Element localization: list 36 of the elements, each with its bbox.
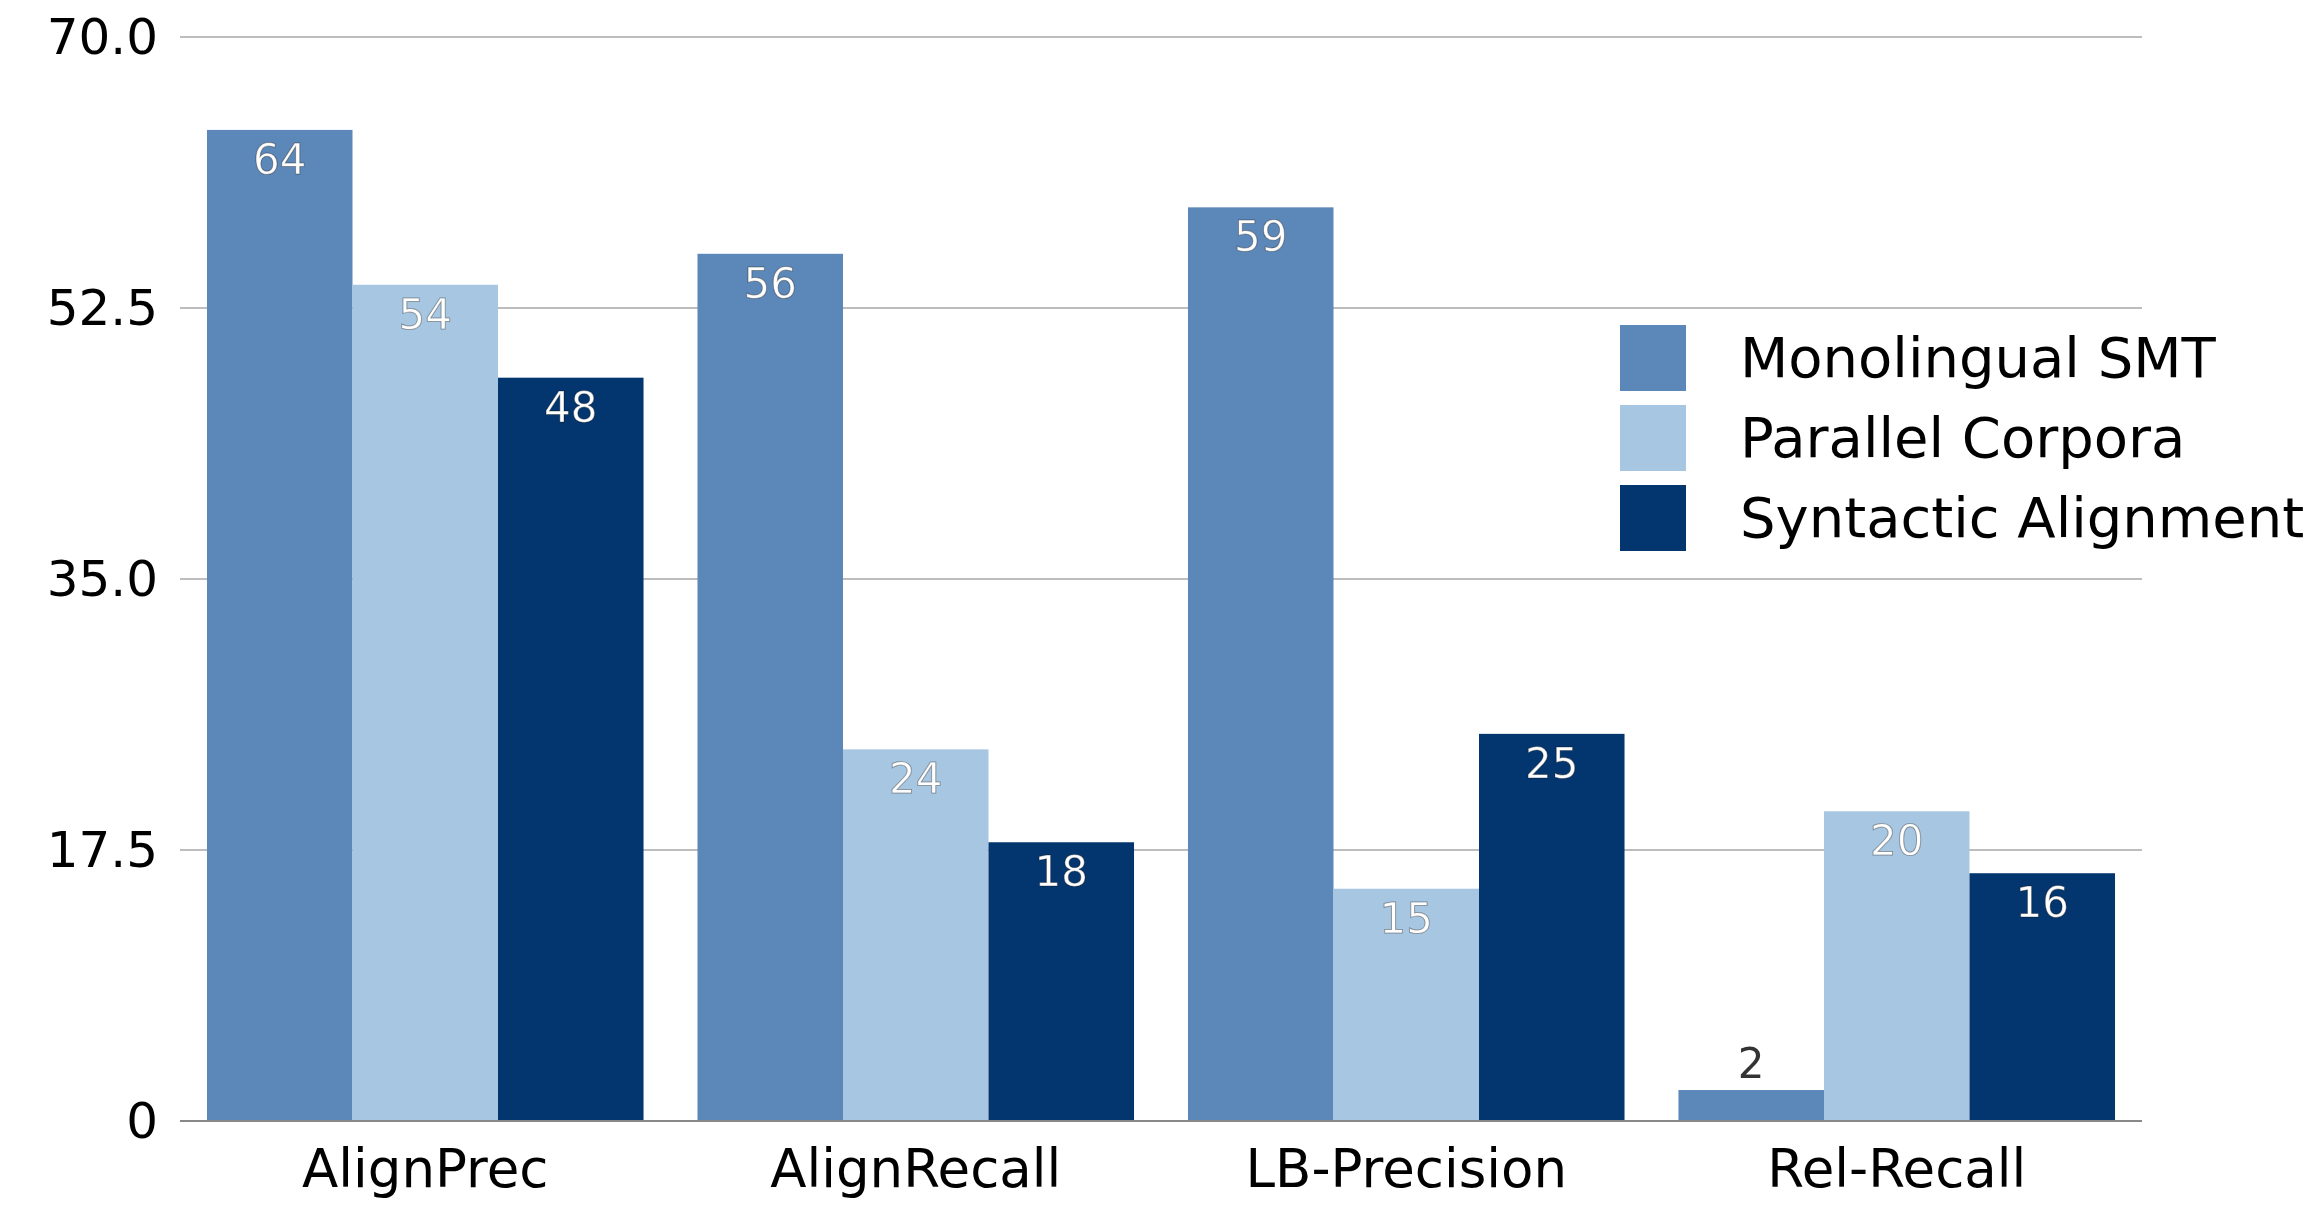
legend-label: Monolingual SMT	[1740, 325, 2217, 390]
legend-label: Parallel Corpora	[1740, 405, 2186, 470]
data-label: 54	[398, 289, 452, 339]
data-label: 2	[1737, 1039, 1765, 1089]
data-label: 56	[743, 258, 797, 308]
bar	[1479, 733, 1625, 1121]
bar	[697, 253, 843, 1121]
bar	[842, 749, 989, 1121]
legend-label: Syntactic Alignment	[1740, 485, 2305, 550]
x-tick-label: AlignPrec	[302, 1137, 549, 1199]
data-label: 24	[889, 754, 943, 804]
y-tick-label: 70.0	[46, 7, 158, 66]
bar	[352, 284, 499, 1121]
y-tick-label: 17.5	[46, 820, 158, 879]
bar	[498, 377, 644, 1121]
data-label: 15	[1379, 893, 1433, 943]
data-label: 25	[1525, 738, 1579, 788]
y-tick-label: 52.5	[46, 278, 158, 337]
bar	[1678, 1090, 1824, 1121]
bar	[1187, 207, 1334, 1121]
bar	[1969, 873, 2116, 1121]
bar	[1823, 811, 1970, 1121]
x-tick-label: LB-Precision	[1245, 1137, 1567, 1199]
bar	[1333, 888, 1480, 1121]
bar	[988, 842, 1135, 1121]
data-label: 64	[253, 134, 307, 184]
data-label: 20	[1870, 816, 1924, 866]
x-tick-label: AlignRecall	[770, 1137, 1062, 1199]
y-tick-label: 0	[126, 1091, 158, 1150]
x-tick-label: Rel-Recall	[1767, 1137, 2027, 1199]
data-label: 48	[544, 382, 598, 432]
bar	[206, 129, 353, 1121]
y-tick-label: 35.0	[46, 549, 158, 608]
data-label: 59	[1234, 212, 1288, 262]
data-label: 18	[1034, 847, 1088, 897]
data-label: 16	[2015, 878, 2069, 928]
